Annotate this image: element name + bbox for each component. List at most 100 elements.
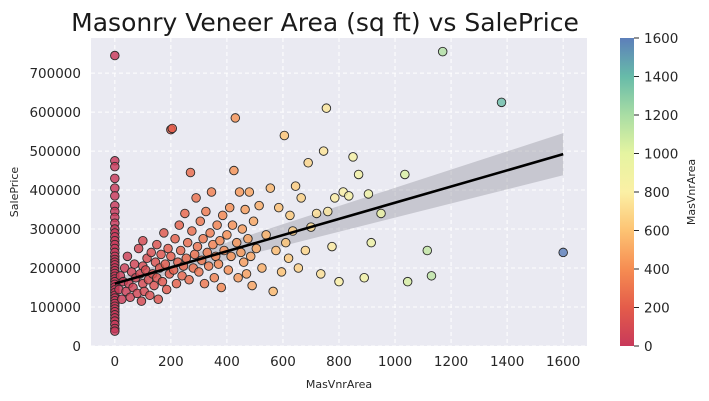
data-point [174,220,185,230]
x-tick-label: 200 [158,354,184,370]
data-point [192,241,203,252]
data-point [276,267,287,277]
data-point [110,326,120,336]
data-point [558,247,568,258]
x-tick-label: 1600 [546,354,580,370]
regression-line [114,152,564,285]
data-point [248,216,259,226]
data-point [245,251,256,262]
data-point [311,208,322,219]
data-point [231,237,242,248]
data-point [222,230,232,240]
data-point [110,183,120,193]
data-point [366,237,376,248]
data-point [194,267,204,277]
data-point [163,243,173,254]
data-point [400,169,410,180]
data-point [152,239,162,250]
data-point [330,193,340,203]
data-point [274,202,284,213]
data-point [303,158,313,168]
data-point [353,169,364,180]
y-tick-label: 400000 [29,183,81,199]
scatter-points [110,46,568,336]
data-point [170,234,180,244]
colorbar [620,38,634,346]
data-point [216,282,227,293]
data-point [296,193,306,203]
x-axis-ticks: 0 200 400 600 800 1000 1200 1400 1600 [111,354,581,370]
data-point [110,161,120,172]
data-point [422,245,433,256]
y-tick-label: 700000 [29,66,81,82]
data-point [110,173,120,184]
data-point [238,257,249,267]
data-point [496,97,507,108]
colorbar-tick-label: 1200 [644,108,678,124]
data-point [227,220,238,230]
data-point [237,224,248,234]
colorbar-tick-label: 1400 [644,70,678,86]
data-point [251,243,262,254]
data-point [271,245,281,256]
data-point [153,294,164,304]
colorbar-ticks: 0 200 400 600 800 1000 1200 1400 1600 [634,31,678,355]
y-axis-label: SalePrice [8,167,21,218]
x-tick-label: 1400 [490,354,524,370]
data-point [247,280,257,291]
data-point [201,206,211,217]
data-point [363,189,374,199]
colorbar-tick-label: 1000 [644,147,678,163]
fit-line [114,152,564,285]
data-point [145,290,155,301]
data-point [281,237,291,248]
data-point [146,247,156,258]
data-point [348,152,358,162]
data-point [323,206,333,217]
colorbar-tick-label: 600 [644,224,670,240]
data-point [293,263,304,273]
data-point [122,251,133,262]
data-point [244,187,255,197]
y-tick-label: 100000 [29,300,81,316]
data-point [241,269,252,279]
data-point [300,245,311,256]
x-tick-label: 800 [326,354,352,370]
x-tick-label: 1200 [434,354,468,370]
data-point [426,271,437,281]
data-point [215,235,225,246]
data-point [182,237,193,248]
data-point [285,210,295,221]
data-point [149,280,159,291]
data-point [136,296,147,306]
data-point [161,284,172,295]
data-point [402,276,413,287]
data-point [359,273,369,283]
data-point [376,208,386,219]
data-point [198,234,208,244]
data-point [205,228,215,238]
data-point [199,278,210,289]
colorbar-tick-label: 1600 [644,31,678,47]
data-point [265,183,276,193]
data-point [180,208,190,219]
data-point [187,226,197,236]
y-tick-label: 600000 [29,105,81,121]
data-point [334,276,344,287]
data-point [268,286,278,297]
data-point [184,274,194,285]
data-point [129,259,140,269]
x-tick-label: 0 [111,354,120,370]
data-point [110,50,120,61]
data-point [217,210,228,221]
data-point [254,200,264,211]
colorbar-tick-label: 0 [644,339,653,355]
data-point [327,241,337,252]
colorbar-label: MasVnrArea [685,159,698,225]
data-point [279,130,290,141]
data-point [229,165,239,176]
data-point [318,146,329,156]
grid-lines [91,38,587,347]
data-point [206,187,217,197]
